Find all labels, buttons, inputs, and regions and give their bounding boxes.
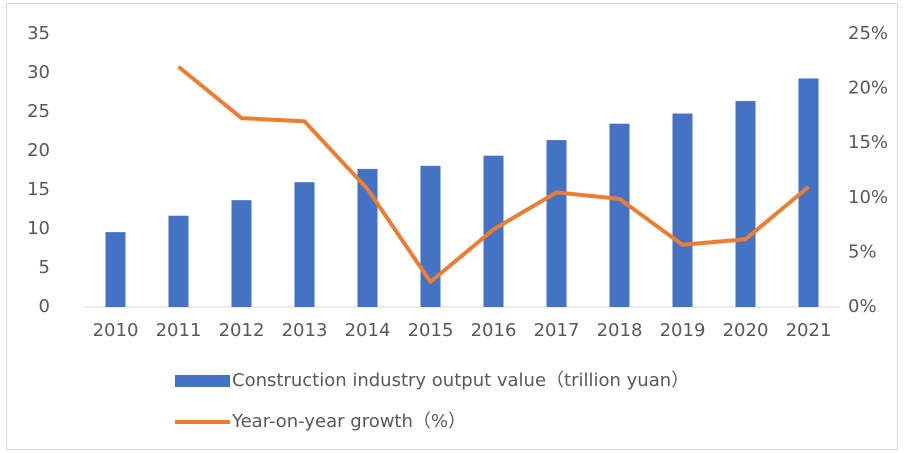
y2-tick-label: 15% (848, 132, 888, 153)
x-tick-label: 2016 (471, 320, 517, 341)
y-tick-label: 10 (27, 218, 50, 239)
bar (735, 101, 756, 307)
bar (231, 200, 252, 307)
bar (357, 168, 378, 307)
bar (294, 182, 315, 307)
x-tick-label: 2010 (93, 320, 139, 341)
bar (798, 78, 819, 308)
bar (105, 232, 126, 307)
y-tick-label: 0 (39, 296, 50, 317)
bar (420, 165, 441, 307)
y-tick-label: 25 (27, 101, 50, 122)
x-tick-label: 2013 (282, 320, 328, 341)
x-tick-label: 2021 (786, 320, 832, 341)
x-tick-label: 2020 (723, 320, 769, 341)
x-tick-label: 2011 (156, 320, 202, 341)
x-tick-label: 2017 (534, 320, 580, 341)
y2-tick-label: 0% (848, 296, 877, 317)
y2-tick-label: 10% (848, 187, 888, 208)
y2-tick-label: 20% (848, 78, 888, 99)
y2-tick-label: 5% (848, 241, 877, 262)
y-tick-label: 35 (27, 23, 50, 44)
y-tick-label: 30 (27, 62, 50, 83)
y2-tick-label: 25% (848, 23, 888, 44)
x-tick-label: 2015 (408, 320, 454, 341)
y-tick-label: 5 (39, 257, 50, 278)
bar (546, 140, 567, 307)
bar (609, 123, 630, 307)
legend-label: Year-on-year growth（%） (231, 411, 466, 432)
x-tick-label: 2012 (219, 320, 265, 341)
line (177, 65, 810, 284)
y-tick-label: 20 (27, 140, 50, 161)
y-tick-label: 15 (27, 179, 50, 200)
bar (672, 113, 693, 307)
x-tick-label: 2019 (660, 320, 706, 341)
x-tick-label: 2014 (345, 320, 391, 341)
x-tick-label: 2018 (597, 320, 643, 341)
bar (168, 215, 189, 307)
legend-swatch (175, 375, 230, 387)
legend-label: Construction industry output value（trill… (232, 370, 689, 391)
